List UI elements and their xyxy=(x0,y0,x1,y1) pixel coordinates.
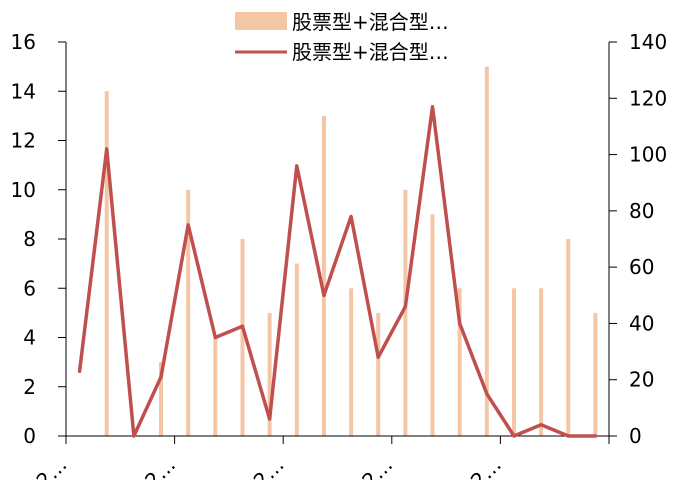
bar-3 xyxy=(159,362,164,437)
bar-8 xyxy=(294,263,299,437)
bar-15 xyxy=(484,66,489,437)
bar-4 xyxy=(186,189,191,436)
left-tick-label-6: 6 xyxy=(23,276,36,300)
bar-9 xyxy=(321,115,326,437)
bar-6 xyxy=(240,239,245,436)
bar-1 xyxy=(104,91,109,436)
right-tick-label-120: 120 xyxy=(629,86,667,110)
right-tick-label-100: 100 xyxy=(629,143,667,167)
right-axis: 0 20 40 60 80 100 120 140 xyxy=(608,30,667,448)
left-tick-label-4: 4 xyxy=(23,326,36,350)
bar-12 xyxy=(403,189,408,436)
right-tick-label-80: 80 xyxy=(629,199,654,223)
line-series xyxy=(77,104,598,438)
bar-19 xyxy=(593,312,598,437)
right-tick-label-20: 20 xyxy=(629,368,654,392)
left-tick-label-2: 2 xyxy=(23,375,36,399)
bar-series xyxy=(104,66,598,437)
legend-label-line: 股票型+混合型… xyxy=(292,40,449,64)
left-tick-label-8: 8 xyxy=(23,227,36,251)
x-tick-label-3: 2… xyxy=(357,453,397,480)
left-tick-label-14: 14 xyxy=(11,79,36,103)
x-axis: 2… 2… 2… 2… 2… xyxy=(31,435,610,480)
bar-7 xyxy=(267,312,272,437)
bar-17 xyxy=(539,288,544,436)
bar-5 xyxy=(213,337,218,436)
left-tick-label-10: 10 xyxy=(11,178,36,202)
right-tick-label-40: 40 xyxy=(629,311,654,335)
left-tick-label-16: 16 xyxy=(11,30,36,54)
x-tick-label-1: 2… xyxy=(140,453,180,480)
bar-10 xyxy=(349,288,354,436)
bar-18 xyxy=(566,239,571,436)
bar-14 xyxy=(457,288,462,436)
bar-11 xyxy=(376,312,381,437)
x-tick-label-4: 2… xyxy=(466,453,506,480)
right-tick-label-140: 140 xyxy=(629,30,667,54)
left-tick-label-0: 0 xyxy=(23,424,36,448)
line-path xyxy=(77,104,598,438)
x-tick-label-2: 2… xyxy=(249,453,289,480)
right-tick-label-0: 0 xyxy=(629,424,642,448)
right-tick-label-60: 60 xyxy=(629,255,654,279)
legend-swatch-bar xyxy=(235,12,287,30)
x-tick-label-0: 2… xyxy=(31,453,71,480)
legend: 股票型+混合型… 股票型+混合型… xyxy=(235,10,449,64)
legend-label-bar: 股票型+混合型… xyxy=(292,10,449,34)
left-axis: 0 2 4 6 8 10 12 14 16 xyxy=(11,30,67,448)
bar-16 xyxy=(511,288,516,436)
bar-13 xyxy=(430,214,435,437)
left-tick-label-12: 12 xyxy=(11,129,36,153)
